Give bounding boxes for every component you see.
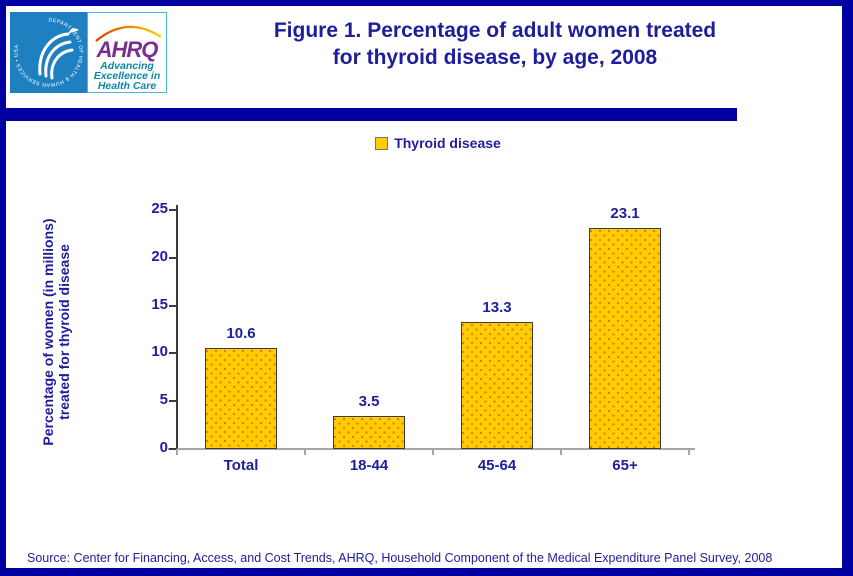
left-border bbox=[0, 0, 6, 576]
x-tick-mark bbox=[176, 449, 178, 455]
x-category-label: 18-44 bbox=[349, 457, 389, 474]
x-category-label: 65+ bbox=[612, 457, 638, 474]
y-axis-title-line1: Percentage of women (in millions) bbox=[40, 218, 56, 446]
y-tick-mark bbox=[169, 209, 177, 211]
legend-swatch-icon bbox=[375, 136, 389, 150]
y-tick-mark bbox=[169, 448, 177, 450]
x-tick-mark bbox=[560, 449, 562, 455]
bar-value-label: 10.6 bbox=[226, 324, 256, 342]
ahrq-tagline-3: Health Care bbox=[98, 80, 157, 92]
hhs-seal-graphic: DEPARTMENT OF HEALTH & HUMAN SERVICES • … bbox=[10, 12, 87, 93]
x-axis-line bbox=[168, 448, 695, 450]
hhs-seal: DEPARTMENT OF HEALTH & HUMAN SERVICES • … bbox=[10, 12, 87, 93]
hhs-eagle-icon bbox=[38, 32, 74, 80]
y-axis-line bbox=[176, 205, 178, 450]
bar-65+ bbox=[589, 228, 661, 449]
arc-swoosh-icon bbox=[95, 25, 162, 42]
chart-legend: Thyroid disease bbox=[338, 135, 538, 151]
legend-label: Thyroid disease bbox=[394, 135, 501, 151]
bar-Total bbox=[205, 347, 277, 449]
y-axis-title-line2: treated for thyroid disease bbox=[56, 244, 72, 420]
ahrq-wordmark-graphic: AHRQ Advancing Excellence in Health Care bbox=[94, 25, 162, 92]
y-axis-title: Percentage of women (in millions) treate… bbox=[40, 177, 72, 487]
x-category-label: 45-64 bbox=[477, 457, 517, 474]
y-tick-mark bbox=[169, 352, 177, 355]
y-tick-mark bbox=[169, 256, 177, 259]
figure-title-line2: for thyroid disease, by age, 2008 bbox=[332, 46, 658, 69]
y-tick-label: 25 bbox=[151, 200, 168, 217]
y-tick-label: 10 bbox=[151, 343, 168, 361]
y-tick-label: 0 bbox=[159, 439, 168, 456]
x-tick-mark bbox=[304, 449, 306, 455]
ahrq-logo: DEPARTMENT OF HEALTH & HUMAN SERVICES • … bbox=[10, 12, 167, 93]
bar-value-label: 3.5 bbox=[358, 392, 380, 410]
y-tick-label: 20 bbox=[151, 247, 168, 265]
header-divider-bar bbox=[6, 108, 737, 121]
bar-45-64 bbox=[461, 321, 533, 449]
ahrq-tagline-1: Advancing bbox=[99, 60, 154, 72]
y-tick-label: 5 bbox=[159, 391, 168, 409]
figure-title-line1: Figure 1. Percentage of adult women trea… bbox=[273, 19, 717, 42]
figure-title: Figure 1. Percentage of adult women trea… bbox=[185, 17, 805, 71]
x-category-label: Total bbox=[223, 457, 259, 474]
bottom-bar bbox=[0, 568, 853, 576]
x-tick-mark bbox=[432, 449, 434, 455]
y-tick-mark bbox=[169, 304, 177, 307]
bar-value-label: 13.3 bbox=[482, 298, 512, 316]
source-note: Source: Center for Financing, Access, an… bbox=[27, 551, 773, 565]
y-tick-mark bbox=[169, 400, 177, 403]
right-border bbox=[842, 0, 853, 576]
bar-value-label: 23.1 bbox=[610, 205, 640, 223]
y-tick-label: 15 bbox=[151, 295, 168, 313]
x-tick-mark bbox=[688, 449, 690, 455]
ahrq-tagline-2: Excellence in bbox=[94, 70, 161, 82]
bar-18-44 bbox=[333, 415, 405, 449]
top-border bbox=[0, 0, 853, 6]
ahrq-wordmark-box: AHRQ Advancing Excellence in Health Care bbox=[87, 12, 167, 93]
hhs-eagle-head bbox=[68, 28, 79, 35]
ahrq-acronym: AHRQ bbox=[96, 37, 159, 62]
